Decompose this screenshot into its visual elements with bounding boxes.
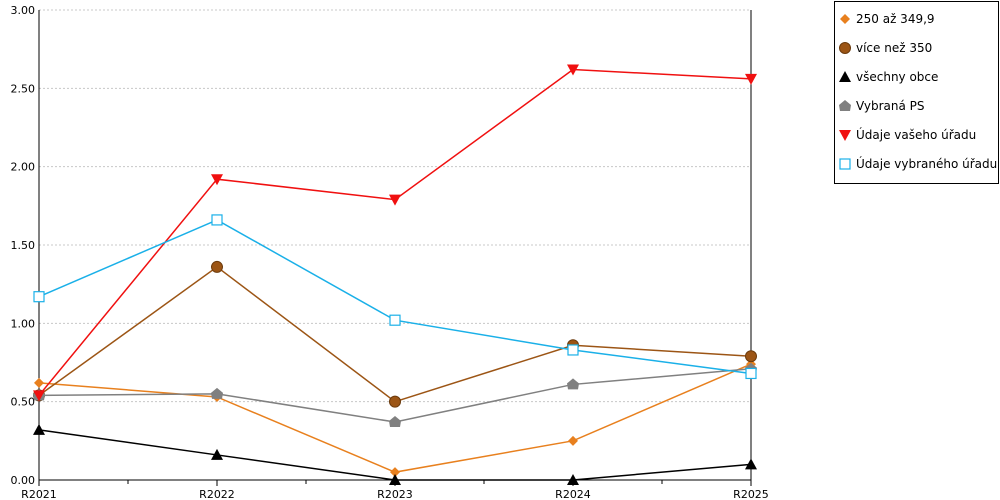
gridlines <box>39 9 751 403</box>
data-point <box>389 395 401 408</box>
x-tick-label: R2024 <box>555 488 591 500</box>
data-point <box>389 474 401 485</box>
data-point <box>211 214 223 226</box>
legend: 250 až 349,9 více než 350 všechny obce Vybr… <box>834 1 999 184</box>
legend-label: všechny obce <box>856 70 938 84</box>
series-line <box>38 219 752 375</box>
y-tick-label: 0.00 <box>11 474 36 487</box>
axes: 0.00 0.50 1.00 1.50 2.00 2.50 3.00 R2021 R2022 R2… <box>11 4 769 500</box>
series-4 <box>33 362 757 428</box>
x-tick-label: R2021 <box>21 488 57 500</box>
data-point <box>568 435 578 446</box>
legend-label: Údaje vybraného úřadu <box>856 156 997 171</box>
legend-marker <box>839 42 851 54</box>
data-point <box>33 423 45 435</box>
x-tick-label: R2023 <box>377 488 413 500</box>
data-point <box>567 344 579 356</box>
data-point <box>745 73 757 85</box>
legend-marker <box>839 71 851 82</box>
data-point <box>745 367 757 380</box>
data-point <box>34 377 44 388</box>
data-point <box>745 350 757 363</box>
legend-label: Vybraná PS <box>856 99 925 113</box>
y-tick-label: 1.00 <box>11 317 36 330</box>
series-3 <box>33 423 757 485</box>
data-point <box>389 194 401 206</box>
data-point <box>211 174 223 186</box>
x-tick-label: R2025 <box>733 488 769 500</box>
legend-marker <box>839 100 851 111</box>
y-tick-label: 1.50 <box>11 239 36 252</box>
legend-label: 250 až 349,9 <box>856 12 935 26</box>
legend-item: Údaje vybraného úřadu <box>839 156 997 171</box>
data-point <box>211 260 223 273</box>
series-5 <box>33 64 757 402</box>
legend-marker <box>839 130 851 141</box>
series-layer <box>33 64 757 485</box>
data-point <box>567 474 579 485</box>
data-point <box>390 467 400 478</box>
legend-label: Údaje vašeho úřadu <box>856 127 976 142</box>
data-point <box>33 390 45 402</box>
legend-item: 250 až 349,9 <box>840 12 935 26</box>
data-point <box>389 314 401 326</box>
legend-item: Vybraná PS <box>839 99 925 113</box>
legend-box <box>834 1 999 184</box>
data-point <box>745 458 757 470</box>
legend-item: všechny obce <box>839 70 938 84</box>
data-point <box>211 387 223 399</box>
x-tick-label: R2022 <box>199 488 235 500</box>
legend-label: více než 350 <box>856 41 932 55</box>
data-point <box>211 448 223 460</box>
legend-item: více než 350 <box>839 41 932 55</box>
y-tick-label: 2.50 <box>11 82 36 95</box>
y-tick-label: 0.50 <box>11 396 36 409</box>
data-point <box>567 64 579 76</box>
legend-marker <box>840 14 850 24</box>
series-line <box>38 266 752 403</box>
legend-item: Údaje vašeho úřadu <box>839 127 976 142</box>
series-line <box>38 368 752 423</box>
data-point <box>33 291 45 303</box>
y-tick-label: 2.00 <box>11 161 36 174</box>
legend-marker <box>839 158 851 170</box>
series-6 <box>33 214 757 380</box>
series-2 <box>33 260 757 408</box>
series-line <box>38 68 752 396</box>
data-point <box>567 378 579 390</box>
y-tick-label: 3.00 <box>11 4 36 17</box>
data-point <box>389 416 401 428</box>
